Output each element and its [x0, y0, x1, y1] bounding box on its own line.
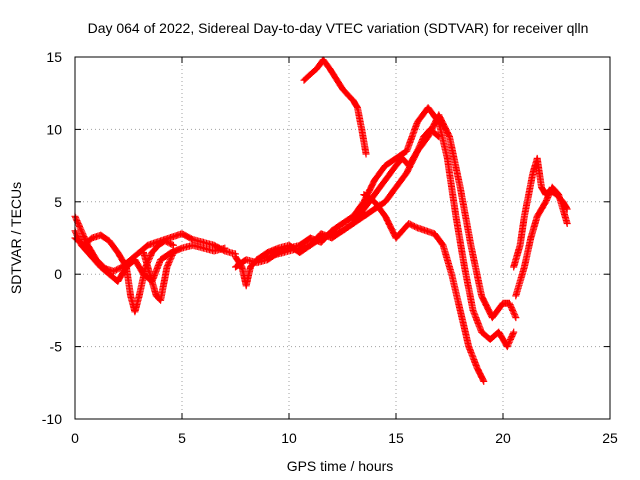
x-tick-labels: 0 5 10 15 20 25: [71, 430, 618, 446]
plot-frame: [74, 56, 611, 420]
x-tick-label: 5: [178, 430, 186, 446]
axis-ticks: [74, 56, 611, 420]
y-tick-label: 0: [54, 266, 62, 282]
y-tick-label: 10: [46, 121, 62, 137]
y-tick-label: -5: [50, 339, 63, 355]
series-markers: [360, 191, 488, 385]
series-markers: [300, 56, 370, 158]
y-tick-label: 5: [54, 194, 62, 210]
series-track-d: [140, 248, 177, 304]
series-track-k: [512, 183, 571, 300]
series-track-i: [300, 56, 370, 158]
x-axis-label: GPS time / hours: [287, 458, 394, 474]
y-tick-label: 15: [46, 49, 62, 65]
series-track-h: [360, 191, 488, 385]
x-tick-label: 25: [602, 430, 618, 446]
x-tick-label: 15: [388, 430, 404, 446]
chart-title: Day 064 of 2022, Sidereal Day-to-day VTE…: [88, 20, 589, 36]
y-tick-label: -10: [42, 411, 62, 427]
series-markers: [140, 248, 177, 304]
x-tick-label: 10: [281, 430, 297, 446]
series-track-f: [232, 104, 518, 351]
x-tick-label: 0: [71, 430, 79, 446]
series-markers: [512, 183, 571, 300]
series-markers: [232, 104, 518, 351]
series-track-e: [232, 125, 443, 290]
series-markers: [253, 111, 520, 322]
x-tick-label: 20: [495, 430, 511, 446]
y-axis-label: SDTVAR / TECUs: [8, 182, 24, 294]
series-markers: [232, 125, 443, 290]
y-tick-labels: -10 -5 0 5 10 15: [42, 49, 62, 427]
data-points: [71, 56, 571, 385]
series-track-g: [253, 111, 520, 322]
